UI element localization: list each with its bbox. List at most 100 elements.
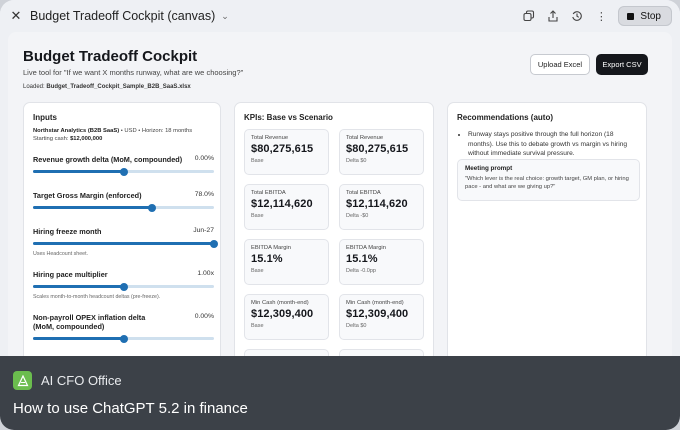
control-value: 0.00%	[194, 155, 214, 162]
company-name: Northstar Analytics (B2B SaaS)	[33, 128, 120, 134]
kpi-label: Total Revenue	[251, 135, 289, 141]
page-title: Budget Tradeoff Cockpit	[23, 48, 198, 65]
recommendations-panel: Recommendations (auto) Runway stays posi…	[447, 102, 647, 362]
kpi-card: EBITDA Margin 15.1% Base	[244, 239, 329, 285]
kpi-sub: Delta $0	[346, 158, 367, 164]
control-hint: Uses Headcount sheet.	[33, 251, 89, 257]
stop-label: Stop	[640, 10, 661, 22]
control-hint: Scales month-to-month headcount deltas (…	[33, 294, 161, 300]
hiring-freeze-control: Hiring freeze month Jun-27 Uses Headcoun…	[33, 227, 218, 257]
kpi-label: EBITDA Margin	[346, 245, 386, 251]
kpi-sub: Base	[251, 158, 264, 164]
kpis-title: KPIs: Base vs Scenario	[244, 113, 333, 122]
company-meta: • USD • Horizon: 18 months	[120, 128, 193, 134]
kpis-panel: KPIs: Base vs Scenario Total Revenue $80…	[234, 102, 434, 362]
kpi-sub: Base	[251, 268, 264, 274]
kpi-card: Total Revenue $80,275,615 Delta $0	[339, 129, 424, 175]
kpi-label: Total EBITDA	[346, 190, 381, 196]
meeting-prompt-text: "Which lever is the real choice: growth …	[465, 176, 629, 191]
kpi-label: Min Cash (month-end)	[251, 300, 309, 306]
kpi-sub: Base	[251, 323, 264, 329]
control-label: Hiring pace multiplier	[33, 270, 108, 279]
hiring-freeze-slider[interactable]	[33, 239, 218, 248]
kpi-card: Min Cash (month-end) $12,309,400 Base	[244, 294, 329, 340]
slider-thumb[interactable]	[210, 239, 218, 248]
history-icon[interactable]	[570, 9, 584, 23]
stop-button[interactable]: Stop	[618, 6, 672, 26]
slider-fill	[33, 242, 214, 245]
kpi-value: $12,114,620	[346, 198, 408, 210]
brand-name: AI CFO Office	[41, 373, 122, 388]
opex-inflation-control: Non-payroll OPEX inflation delta (MoM, c…	[33, 313, 214, 343]
loaded-prefix: Loaded:	[23, 84, 45, 90]
control-value: 78.0%	[194, 191, 214, 198]
copy-icon[interactable]	[522, 9, 536, 23]
brand-logo-icon	[13, 371, 32, 390]
kpi-card: Min Cash (month-end) $12,309,400 Delta $…	[339, 294, 424, 340]
control-label: Non-payroll OPEX inflation delta (MoM, c…	[33, 313, 146, 331]
slider-thumb[interactable]	[119, 282, 128, 291]
kpi-label: Min Cash (month-end)	[346, 300, 404, 306]
caption-overlay: AI CFO Office How to use ChatGPT 5.2 in …	[0, 356, 680, 430]
slider-fill	[33, 285, 124, 288]
kpi-label: Total Revenue	[346, 135, 384, 141]
topbar-actions: ⋮ Stop	[522, 6, 672, 26]
starting-cash-label: Starting cash:	[33, 136, 69, 142]
company-line: Northstar Analytics (B2B SaaS) • USD • H…	[24, 122, 220, 134]
kpi-value: $80,275,615	[251, 143, 314, 155]
control-label: Target Gross Margin (enforced)	[33, 191, 142, 200]
gross-margin-control: Target Gross Margin (enforced) 78.0%	[33, 191, 214, 212]
slider-fill	[33, 337, 124, 340]
recommendations-list: Runway stays positive through the full h…	[448, 122, 646, 159]
meeting-prompt-heading: Meeting prompt	[465, 165, 513, 172]
kpi-card: Total Revenue $80,275,615 Base	[244, 129, 329, 175]
control-label: Revenue growth delta (MoM, compounded)	[33, 155, 183, 164]
control-value: 0.00%	[194, 313, 214, 320]
hiring-pace-control: Hiring pace multiplier 1.00x Scales mont…	[33, 270, 214, 300]
gross-margin-slider[interactable]	[33, 203, 214, 212]
kpi-value: $12,309,400	[251, 308, 314, 320]
opex-inflation-slider[interactable]	[33, 334, 214, 343]
more-icon[interactable]: ⋮	[595, 10, 607, 23]
kpi-value: 15.1%	[346, 253, 378, 265]
revenue-growth-control: Revenue growth delta (MoM, compounded) 0…	[33, 155, 214, 176]
stop-icon	[627, 12, 635, 20]
recommendations-title: Recommendations (auto)	[457, 113, 554, 122]
export-csv-button[interactable]: Export CSV	[596, 54, 648, 75]
kpi-value: $12,114,620	[251, 198, 313, 210]
hiring-pace-slider[interactable]	[33, 282, 214, 291]
share-icon[interactable]	[546, 9, 560, 23]
brand: AI CFO Office	[13, 371, 122, 390]
control-label: Hiring freeze month	[33, 227, 102, 236]
window-topbar: ✕ Budget Tradeoff Cockpit (canvas) ⌄ ⋮ S…	[0, 0, 680, 32]
page-header: Budget Tradeoff Cockpit Live tool for "I…	[23, 48, 243, 77]
kpi-value: $80,275,615	[346, 143, 409, 155]
chevron-down-icon[interactable]: ⌄	[221, 10, 229, 21]
caption-title: How to use ChatGPT 5.2 in finance	[13, 400, 248, 417]
kpi-card: Total EBITDA $12,114,620 Base	[244, 184, 329, 230]
close-icon[interactable]: ✕	[10, 8, 22, 23]
control-value: Jun-27	[193, 227, 214, 234]
kpi-card: EBITDA Margin 15.1% Delta -0.0pp	[339, 239, 424, 285]
loaded-file-name: Budget_Tradeoff_Cockpit_Sample_B2B_SaaS.…	[46, 84, 191, 90]
kpi-label: Total EBITDA	[251, 190, 286, 196]
kpi-value: $12,309,400	[346, 308, 409, 320]
kpi-sub: Delta -0.0pp	[346, 268, 376, 274]
kpi-sub: Base	[251, 213, 264, 219]
slider-thumb[interactable]	[148, 203, 157, 212]
slider-fill	[33, 170, 124, 173]
meeting-prompt-box: Meeting prompt "Which lever is the real …	[457, 159, 640, 201]
starting-cash-value: $12,000,000	[70, 136, 103, 142]
slider-fill	[33, 206, 153, 209]
revenue-growth-slider[interactable]	[33, 167, 214, 176]
recommendation-item: Runway stays positive through the full h…	[468, 130, 636, 159]
kpi-card: Total EBITDA $12,114,620 Delta -$0	[339, 184, 424, 230]
inputs-title: Inputs	[33, 113, 57, 122]
canvas-area: Budget Tradeoff Cockpit Live tool for "I…	[8, 32, 672, 362]
upload-excel-button[interactable]: Upload Excel	[530, 54, 590, 75]
kpi-label: EBITDA Margin	[251, 245, 291, 251]
kpi-sub: Delta $0	[346, 323, 367, 329]
slider-thumb[interactable]	[119, 334, 128, 343]
slider-thumb[interactable]	[119, 167, 128, 176]
window-title: Budget Tradeoff Cockpit (canvas)	[30, 9, 216, 23]
